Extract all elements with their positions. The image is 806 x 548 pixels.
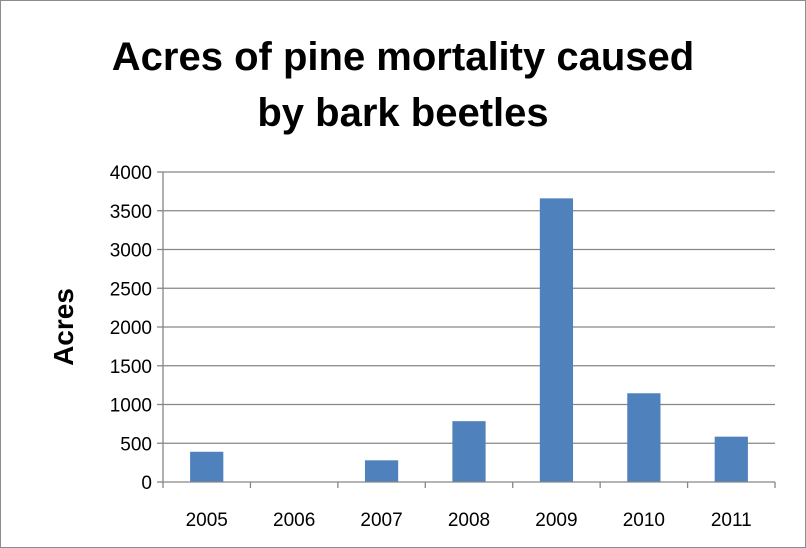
y-tick-label: 3500	[110, 202, 152, 223]
y-tick-label: 2000	[110, 318, 152, 339]
bars	[190, 198, 748, 482]
axes	[157, 171, 776, 488]
x-tick-label: 2010	[623, 510, 665, 531]
y-tick-label: 1500	[110, 357, 152, 378]
bar-2011	[714, 436, 748, 482]
bar-2009	[539, 198, 574, 482]
bar-2005	[190, 451, 224, 482]
bar-2010	[627, 393, 661, 482]
x-tick-labels: 2005 2006 2007 2008 2009 2010 2011	[186, 510, 752, 531]
y-tick-labels: 0 500 1000 1500 2000 2500 3000 3500 4000	[110, 163, 152, 494]
y-tick-label: 3000	[110, 241, 152, 262]
y-tick-label: 2500	[110, 279, 152, 300]
y-axis-label: Acres	[48, 288, 79, 366]
x-tick-label: 2006	[273, 510, 315, 531]
bar-2007	[364, 460, 399, 482]
y-tick-label: 4000	[110, 163, 152, 184]
x-tick-label: 2005	[186, 510, 228, 531]
x-tick-label: 2007	[360, 510, 402, 531]
bar-2008	[452, 421, 486, 482]
x-tick-label: 2011	[711, 510, 752, 531]
x-tick-label: 2009	[535, 510, 577, 531]
y-tick-label: 0	[141, 473, 152, 494]
chart-title-line-1: Acres of pine mortality caused	[112, 35, 694, 79]
chart-title-line-2: by bark beetles	[257, 91, 548, 135]
y-tick-label: 1000	[110, 396, 152, 417]
gridlines	[163, 171, 775, 444]
y-tick-label: 500	[120, 434, 152, 455]
x-tick-label: 2008	[448, 510, 490, 531]
